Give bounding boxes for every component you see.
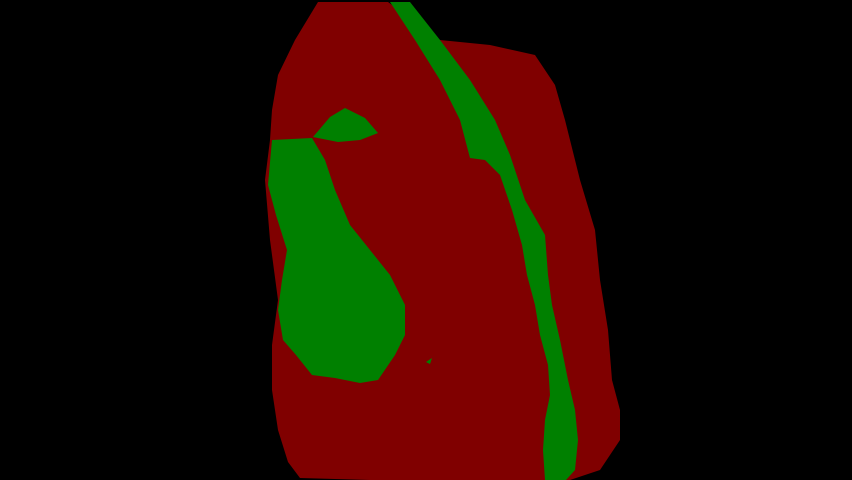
green-tiny-fleck — [426, 358, 432, 364]
green-left-blob-region — [268, 138, 405, 383]
green-diagonal-stripe-region — [390, 2, 578, 480]
green-small-top-region — [313, 108, 378, 142]
